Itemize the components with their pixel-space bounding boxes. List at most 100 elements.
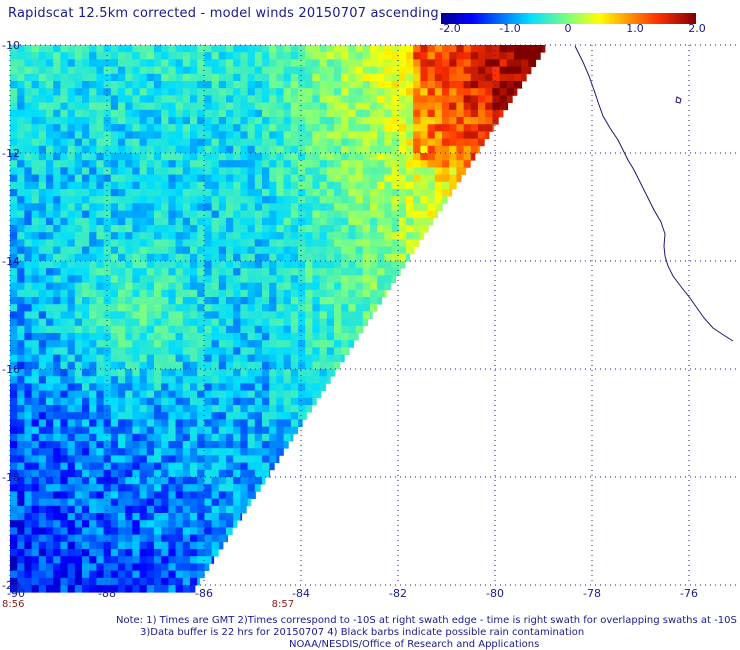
swath-cell — [96, 174, 104, 183]
swath-cell — [233, 203, 241, 211]
swath-cell — [175, 333, 184, 341]
swath-cell — [118, 361, 126, 370]
swath-cell — [38, 354, 47, 363]
swath-cell — [139, 527, 148, 535]
swath-cell — [226, 189, 234, 197]
swath-cell — [89, 145, 97, 154]
swath-cell — [103, 570, 112, 579]
swath-cell — [391, 66, 400, 75]
swath-cell — [240, 268, 248, 276]
swath-cell — [89, 455, 97, 463]
swath-cell — [204, 153, 212, 161]
swath-cell — [240, 239, 248, 247]
swath-cell — [146, 131, 155, 139]
swath-cell — [38, 73, 47, 82]
swath-cell — [182, 426, 191, 435]
swath-cell — [370, 217, 378, 226]
swath-cell — [110, 469, 119, 478]
swath-cell — [53, 577, 61, 586]
swath-cell — [420, 59, 428, 67]
swath-cell — [384, 52, 392, 60]
swath-cell — [377, 239, 385, 247]
swath-cell — [46, 563, 54, 571]
swath-cell — [175, 426, 184, 435]
swath-cell — [82, 153, 90, 161]
swath-cell — [46, 549, 54, 557]
swath-cell — [233, 376, 241, 384]
swath-cell — [420, 232, 425, 240]
swath-cell — [74, 145, 83, 154]
swath-cell — [233, 88, 241, 96]
swath-cell — [319, 232, 328, 240]
swath-cell — [240, 246, 248, 255]
swath-cell — [218, 102, 227, 111]
swath-cell — [197, 491, 205, 499]
swath-cell — [146, 196, 155, 204]
swath-cell — [413, 124, 421, 132]
swath-cell — [67, 45, 76, 53]
swath-cell — [182, 95, 191, 103]
swath-cell — [427, 131, 436, 139]
swath-cell — [276, 318, 284, 327]
swath-cell — [218, 138, 227, 147]
swath-cell — [38, 484, 47, 492]
swath-cell — [146, 203, 155, 211]
swath-cell — [334, 117, 342, 125]
swath-cell — [125, 505, 133, 514]
swath-cell — [17, 95, 25, 103]
swath-cell — [204, 354, 212, 363]
swath-cell — [334, 261, 342, 269]
swath-cell — [247, 225, 256, 233]
swath-cell — [298, 102, 306, 111]
swath-cell — [197, 340, 205, 348]
swath-cell — [269, 88, 277, 96]
swath-cell — [175, 145, 184, 154]
swath-cell — [319, 45, 328, 53]
swath-cell — [118, 397, 126, 406]
swath-cell — [161, 253, 169, 262]
swath-cell — [492, 124, 495, 132]
swath-cell — [254, 318, 263, 327]
swath-cell — [110, 361, 119, 370]
swath-cell — [67, 304, 76, 312]
swath-cell — [406, 246, 414, 255]
swath-cell — [283, 340, 292, 348]
swath-cell — [103, 81, 112, 89]
swath-cell — [370, 88, 378, 96]
swath-cell — [269, 333, 277, 341]
swath-cell — [168, 131, 176, 139]
swath-cell — [103, 282, 112, 291]
swath-cell — [384, 210, 392, 219]
swath-cell — [132, 491, 140, 499]
swath-cell — [514, 59, 522, 67]
swath-cell — [449, 145, 457, 154]
swath-cell — [74, 225, 83, 233]
swath-cell — [118, 210, 126, 219]
swath-cell — [240, 347, 248, 355]
swath-cell — [276, 174, 284, 183]
swath-cell — [197, 577, 201, 586]
swath-cell — [391, 88, 400, 96]
swath-cell — [276, 66, 284, 75]
swath-cell — [406, 131, 414, 139]
swath-cell — [74, 189, 83, 197]
swath-cell — [247, 318, 256, 327]
swath-cell — [470, 124, 479, 132]
swath-cell — [17, 297, 25, 305]
swath-cell — [211, 477, 220, 485]
swath-cell — [326, 217, 335, 226]
swath-cell — [413, 59, 421, 67]
swath-cell — [434, 210, 439, 219]
swath-cell — [226, 318, 234, 327]
swath-cell — [125, 448, 133, 456]
swath-cell — [211, 354, 220, 363]
swath-cell — [17, 556, 25, 564]
swath-cell — [240, 109, 248, 118]
swath-cell — [125, 253, 133, 262]
swath-cell — [499, 109, 504, 118]
swath-cell — [218, 541, 224, 550]
swath-cell — [485, 45, 493, 53]
swath-cell — [118, 225, 126, 233]
swath-cell — [53, 289, 61, 298]
swath-cell — [305, 383, 313, 391]
